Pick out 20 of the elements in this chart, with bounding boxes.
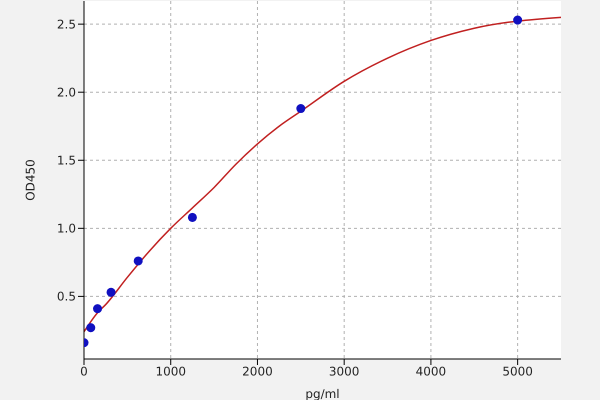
y-tick-label: 0.5: [56, 290, 76, 304]
y-tick-label: 1.5: [56, 154, 76, 168]
y-axis-title: OD450: [23, 159, 38, 201]
y-tick-label: 2.0: [56, 85, 76, 100]
point: [134, 256, 143, 266]
x-tick-label: 1000: [155, 364, 186, 379]
x-tick-label: 2000: [242, 364, 273, 379]
x-tick-label: 4000: [416, 364, 446, 379]
point: [93, 304, 102, 314]
x-tick-label: 0: [80, 364, 88, 379]
point: [513, 16, 522, 25]
y-tick-label: 2.5: [56, 17, 76, 32]
y-tick-label: 1.0: [56, 222, 76, 236]
line-series: [84, 16, 561, 333]
point: [106, 288, 116, 297]
point: [296, 104, 306, 114]
x-tick-label: 3000: [328, 364, 360, 379]
point: [188, 212, 197, 222]
x-tick-label: 5000: [502, 364, 533, 379]
point: [86, 323, 96, 332]
